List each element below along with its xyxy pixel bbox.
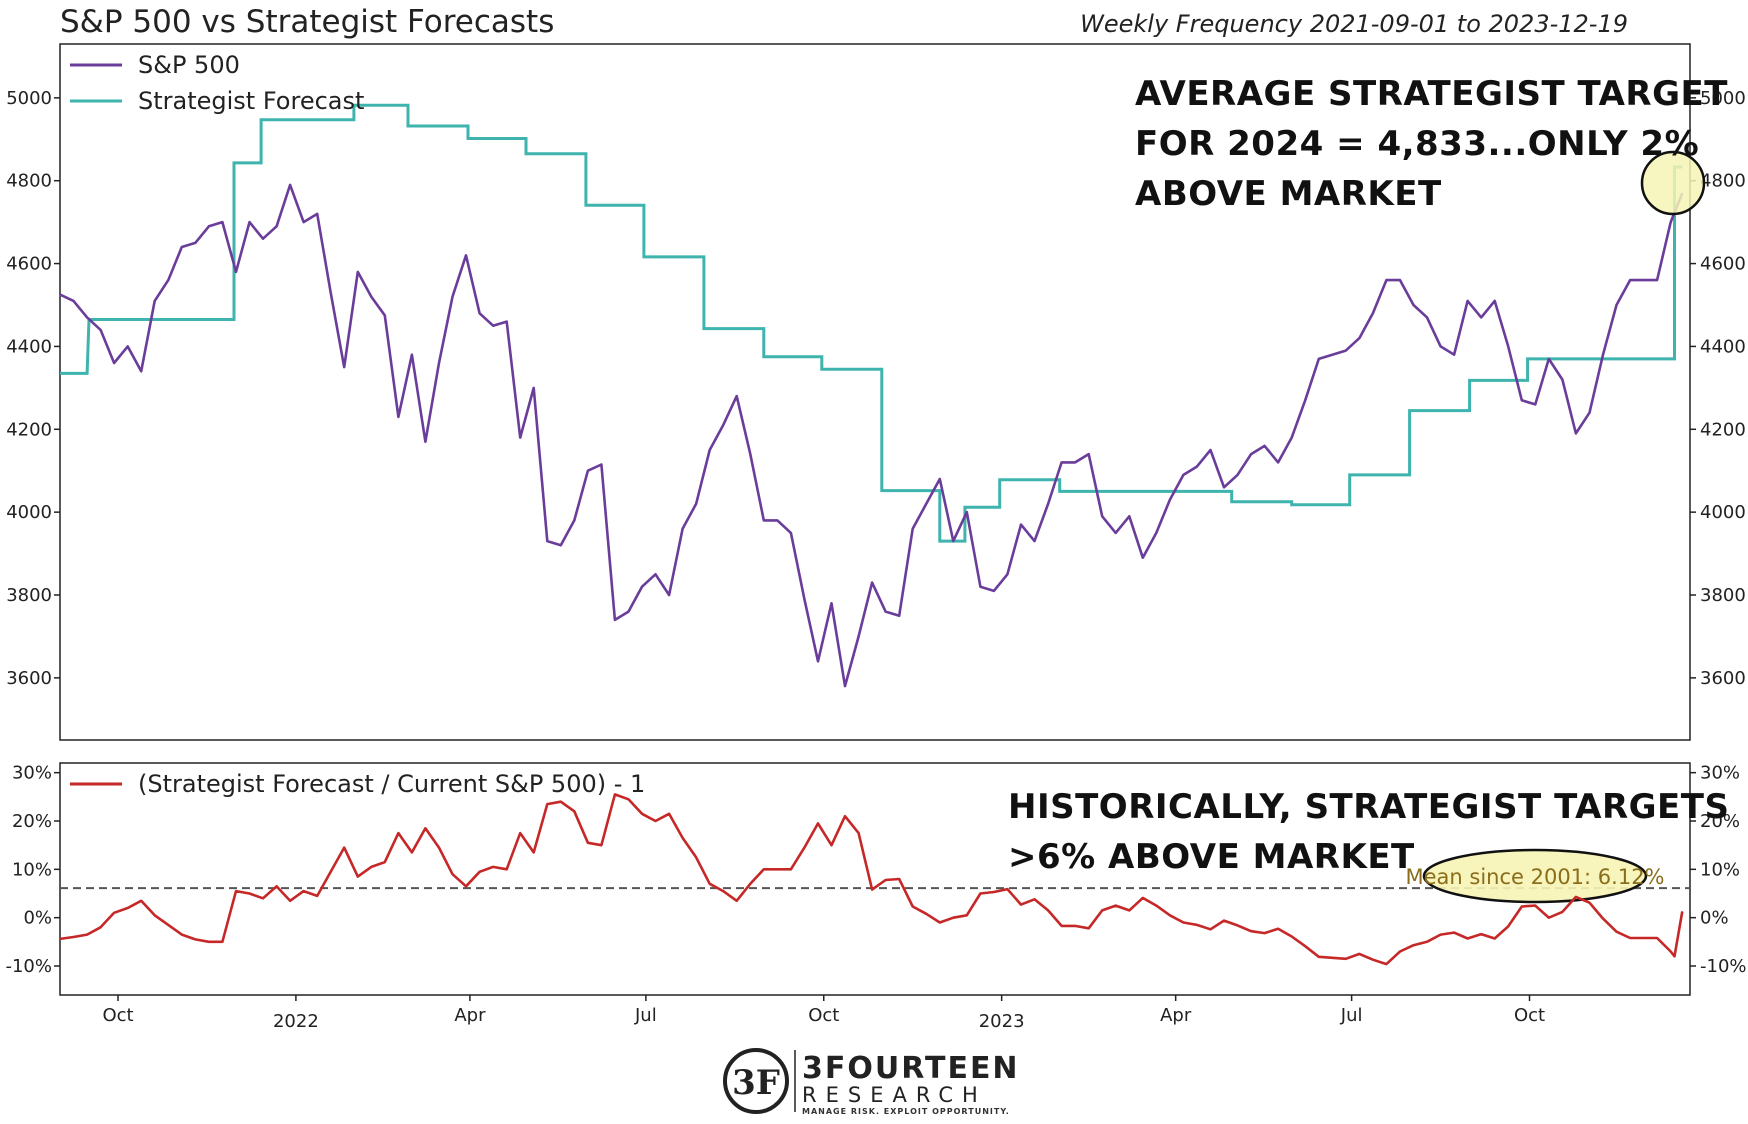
top-plot-frame [59, 43, 1691, 741]
y-tick-label-right: 4200 [1700, 419, 1746, 440]
x-axis-ticks: Oct 2022 Apr Jul Oct 2023 Apr Jul Oct [102, 995, 1545, 1032]
annotation-line-1: AVERAGE STRATEGIST TARGET [1135, 74, 1728, 114]
y-tick-label-left: 4600 [6, 254, 52, 275]
x-tick-label: Jul [634, 1005, 657, 1026]
y-tick-label-left: 20% [12, 811, 52, 832]
bottom-panel: -10% -10% 0% 0% 10% 10% 20% 20% 30% 30% Oct 2022 Ap… [5, 762, 1747, 1032]
mean-label: Mean since 2001: 6.12% [1405, 865, 1664, 889]
series-line-sp500 [59, 183, 1684, 688]
highlight-circle [1640, 150, 1706, 216]
legend-label-forecast: Strategist Forecast [138, 87, 364, 115]
x-tick-label: Apr [454, 1005, 486, 1026]
bottom-plot-frame [59, 762, 1691, 996]
bottom-y-ticks: -10% -10% 0% 0% 10% 10% 20% 20% 30% 30% [5, 763, 1746, 977]
y-tick-label-left: 4400 [6, 336, 52, 357]
y-tick-label-left: 3800 [6, 585, 52, 606]
y-tick-label-left: 5000 [6, 88, 52, 109]
logo-name: 3FOURTEEN [802, 1051, 1020, 1086]
top-series [59, 103, 1684, 688]
x-tick-label: Oct [102, 1005, 133, 1026]
company-logo: 3F 3FOURTEEN RESEARCH MANAGE RISK. EXPLO… [723, 1048, 1020, 1116]
logo-circle [723, 1048, 789, 1114]
x-tick-label: Oct [808, 1005, 839, 1026]
chart-subtitle: Weekly Frequency 2021-09-01 to 2023-12-1… [1080, 10, 1628, 38]
logo-tagline: MANAGE RISK. EXPLOIT OPPORTUNITY. [802, 1107, 1010, 1116]
y-tick-label-left: 4800 [6, 171, 52, 192]
annotation-line-3: ABOVE MARKET [1135, 174, 1442, 214]
y-tick-label-right: 20% [1700, 811, 1740, 832]
y-tick-label-right: -10% [1700, 956, 1747, 977]
series-line-ratio [59, 793, 1684, 966]
annotation-bottom-line-1: HISTORICALLY, STRATEGIST TARGETS [1008, 787, 1729, 827]
y-tick-label-right: 3600 [1700, 668, 1746, 689]
y-tick-label-left: 30% [12, 763, 52, 784]
bottom-series [59, 793, 1684, 966]
y-tick-label-left: 3600 [6, 668, 52, 689]
chart-title: S&P 500 vs Strategist Forecasts [60, 4, 554, 40]
bottom-legend: (Strategist Forecast / Current S&P 500) … [70, 770, 645, 798]
x-tick-label: Jul [1340, 1005, 1363, 1026]
y-tick-label-right: 4400 [1700, 336, 1746, 357]
y-tick-label-right: 10% [1700, 859, 1740, 880]
mean-highlight-ellipse [1422, 848, 1648, 904]
top-legend: S&P 500 Strategist Forecast [70, 51, 364, 115]
legend-label-ratio: (Strategist Forecast / Current S&P 500) … [138, 770, 645, 798]
annotation-bottom-line-2: >6% ABOVE MARKET [1008, 837, 1415, 877]
x-tick-label: 2022 [273, 1011, 319, 1032]
y-tick-label-right: 3800 [1700, 585, 1746, 606]
x-tick-label: Apr [1160, 1005, 1192, 1026]
logo-mark: 3F [732, 1063, 780, 1103]
y-tick-label-left: 10% [12, 859, 52, 880]
top-y-ticks: 3600 3600 3800 3800 4000 4000 4200 4200 4400 4400… [6, 88, 1746, 689]
y-tick-label-right: 4800 [1700, 171, 1746, 192]
y-tick-label-left: 0% [23, 908, 52, 929]
x-tick-label: 2023 [979, 1011, 1025, 1032]
legend-label-sp500: S&P 500 [138, 51, 240, 79]
logo-sub: RESEARCH [802, 1083, 987, 1107]
y-tick-label-right: 5000 [1700, 88, 1746, 109]
series-line-strategist-forecast [60, 103, 1683, 543]
y-tick-label-right: 4600 [1700, 254, 1746, 275]
y-tick-label-left: 4200 [6, 419, 52, 440]
top-panel: 3600 3600 3800 3800 4000 4000 4200 4200 4400 4400… [6, 43, 1746, 741]
x-tick-label: Oct [1514, 1005, 1545, 1026]
y-tick-label-right: 30% [1700, 763, 1740, 784]
y-tick-label-right: 0% [1700, 908, 1729, 929]
y-tick-label-left: 4000 [6, 502, 52, 523]
annotation-line-2: FOR 2024 = 4,833...ONLY 2% [1135, 124, 1699, 164]
y-tick-label-left: -10% [5, 956, 52, 977]
y-tick-label-right: 4000 [1700, 502, 1746, 523]
